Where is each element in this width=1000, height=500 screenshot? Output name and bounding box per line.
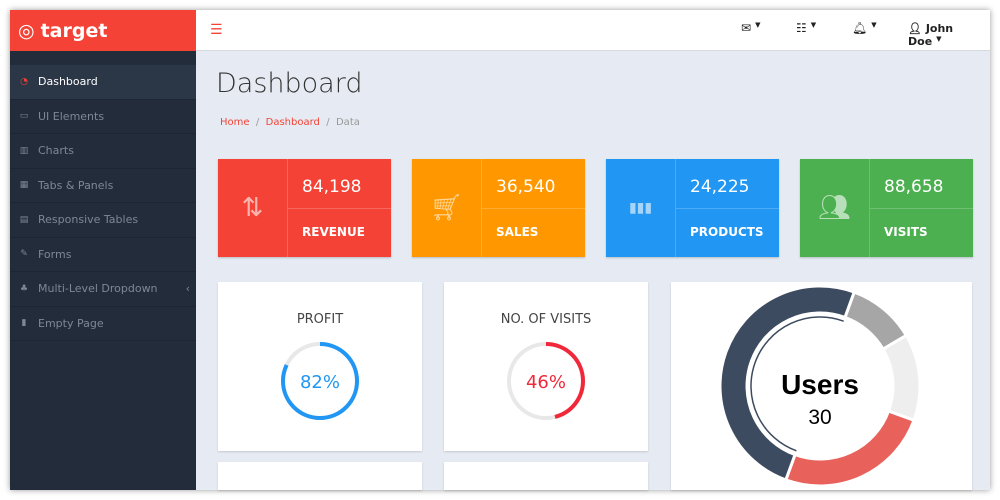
file-icon: ▮	[21, 318, 27, 329]
stat-value: 88,658	[870, 159, 973, 209]
top-navbar: ☰ ✉ ▼ ☷ ▼ 🔔︎ ▼ 👤︎ John Doe ▼	[196, 10, 990, 51]
breadcrumb: Home / Dashboard / Data	[220, 117, 360, 128]
edit-icon: ✎	[20, 249, 28, 260]
alerts-dropdown[interactable]: 🔔︎ ▼	[852, 21, 877, 35]
stat-card-revenue: ⇅ 84,198 REVENUE	[218, 159, 391, 257]
sitemap-icon: ♣	[19, 283, 29, 294]
sidebar-item-ui-elements[interactable]: ▭ UI Elements	[10, 100, 196, 134]
stat-value: 36,540	[482, 159, 585, 209]
sort-arrows-icon: ⇅	[218, 159, 288, 257]
card	[218, 462, 422, 490]
sidebar-item-multi-level-dropdown[interactable]: ♣ Multi-Level Dropdown ‹	[10, 272, 196, 307]
brand-logo[interactable]: ◎ target	[10, 10, 196, 51]
app-window: ◎ target ◔ Dashboard ▭ UI Elements ▥ Charts ▦ Ta…	[10, 10, 990, 490]
desktop-icon: ▭	[19, 111, 29, 122]
sidebar-item-charts[interactable]: ▥ Charts	[10, 134, 196, 169]
breadcrumb-dashboard[interactable]: Dashboard	[265, 117, 320, 128]
sidebar-item-dashboard[interactable]: ◔ Dashboard	[10, 65, 196, 100]
donut-title: Users	[781, 369, 859, 400]
user-dropdown[interactable]: 👤︎ John Doe ▼	[908, 22, 954, 48]
sidebar-item-label: Multi-Level Dropdown	[38, 282, 158, 296]
bar-chart-icon: ▥	[19, 145, 29, 156]
user-icon: 👤︎	[908, 22, 922, 35]
cart-icon: 🛒︎	[412, 159, 482, 257]
gauge-fill	[281, 342, 359, 420]
donut-segment[interactable]	[843, 290, 909, 352]
dashboard-icon: ◔	[20, 76, 28, 87]
target-icon: ◎	[18, 19, 35, 42]
messages-dropdown[interactable]: ✉ ▼	[741, 21, 761, 35]
sidebar-item-responsive-tables[interactable]: ▤ Responsive Tables	[10, 203, 196, 238]
breadcrumb-home[interactable]: Home	[220, 117, 250, 128]
profit-gauge: 82%	[281, 342, 359, 420]
stat-label: PRODUCTS	[690, 225, 764, 239]
users-icon: 👥︎	[800, 159, 870, 257]
stat-label: SALES	[496, 225, 539, 239]
sidebar-item-label: Forms	[38, 247, 72, 261]
gauge-value: 46%	[526, 372, 566, 393]
stat-value: 84,198	[288, 159, 391, 209]
gauge-fill	[507, 342, 585, 420]
profit-card: PROFIT 82%	[218, 282, 422, 451]
donut-segment[interactable]	[783, 409, 916, 488]
sidebar-item-label: UI Elements	[38, 109, 105, 123]
sidebar-item-label: Charts	[38, 144, 74, 158]
gauge-title: NO. OF VISITS	[500, 312, 592, 327]
stat-card-sales: 🛒︎ 36,540 SALES	[412, 159, 585, 257]
sidebar-item-empty-page[interactable]: ▮ Empty Page	[10, 307, 196, 341]
gauge-value: 82%	[300, 372, 340, 393]
chevron-left-icon: ‹	[185, 282, 190, 296]
stat-card-visits: 👥︎ 88,658 VISITS	[800, 159, 973, 257]
users-donut-chart: Users 30	[718, 284, 922, 488]
page-title: Dashboard	[216, 68, 363, 99]
donut-segment[interactable]	[880, 333, 922, 423]
bar-chart-icon: ▮▮▮	[606, 159, 676, 257]
tasks-dropdown[interactable]: ☷ ▼	[796, 21, 817, 35]
sidebar-item-tabs-panels[interactable]: ▦ Tabs & Panels	[10, 169, 196, 203]
tasks-icon: ☷	[796, 21, 807, 35]
stat-card-products: ▮▮▮ 24,225 PRODUCTS	[606, 159, 779, 257]
gauge-title: PROFIT	[296, 312, 344, 327]
bell-icon: 🔔︎	[852, 21, 868, 35]
envelope-icon: ✉	[741, 21, 752, 35]
sidebar-item-label: Responsive Tables	[38, 213, 139, 227]
stat-value: 24,225	[676, 159, 779, 209]
sidebar-item-label: Empty Page	[38, 316, 104, 330]
stat-label: REVENUE	[302, 225, 365, 239]
visits-gauge: 46%	[507, 342, 585, 420]
sidebar-item-forms[interactable]: ✎ Forms	[10, 238, 196, 272]
donut-value: 30	[808, 406, 831, 429]
sidebar-item-label: Dashboard	[38, 75, 98, 89]
users-card: Users 30	[671, 282, 972, 490]
sidebar: ◔ Dashboard ▭ UI Elements ▥ Charts ▦ Tabs & Pan…	[10, 51, 196, 490]
breadcrumb-current: Data	[335, 117, 360, 128]
visits-card: NO. OF VISITS 46%	[444, 282, 648, 451]
sidebar-item-label: Tabs & Panels	[38, 178, 114, 192]
table-icon: ▤	[19, 214, 29, 225]
card	[444, 462, 648, 490]
qrcode-icon: ▦	[19, 180, 29, 191]
stat-label: VISITS	[884, 225, 928, 239]
donut-segment[interactable]	[718, 284, 857, 482]
menu-toggle-icon[interactable]: ☰	[210, 22, 223, 38]
